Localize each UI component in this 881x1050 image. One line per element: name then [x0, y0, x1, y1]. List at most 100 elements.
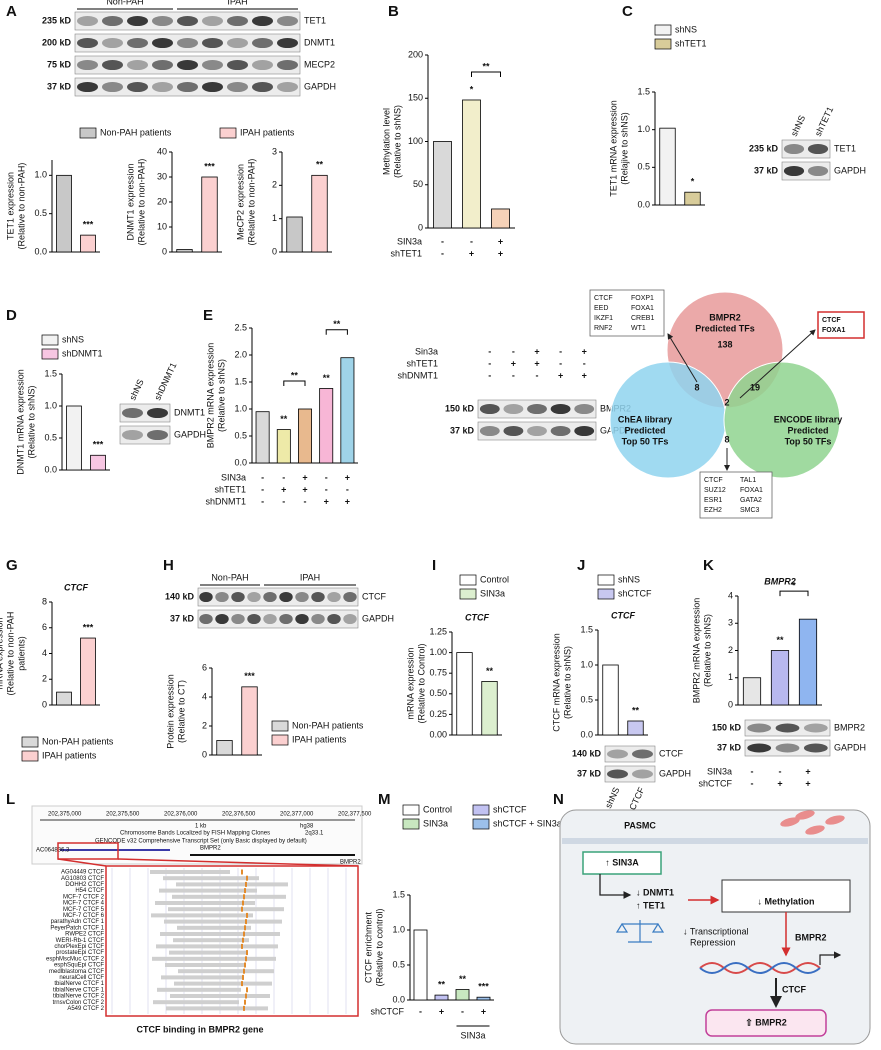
blot-band	[199, 613, 213, 625]
y-tick-label: 4	[728, 590, 733, 600]
legend-label: Non-PAH patients	[42, 736, 114, 746]
tf-name: FOXA1	[822, 327, 845, 334]
track-signal	[150, 870, 230, 874]
track-peak	[241, 943, 243, 949]
y-tick-label: 4	[42, 648, 47, 658]
blot-band	[102, 15, 123, 27]
track-peak	[245, 993, 247, 999]
blot-band	[311, 613, 325, 625]
venn-set-label: Predicted TFs	[695, 323, 755, 333]
legend-label: Non-PAH patients	[292, 720, 364, 730]
y-axis-label: (Relajive to shNS)	[619, 112, 629, 185]
y-tick-label: 0.0	[34, 246, 47, 256]
y-axis-label: (Relative to non-PAH)	[16, 163, 26, 250]
bar	[216, 740, 233, 756]
bar	[433, 141, 452, 229]
dna	[699, 962, 821, 974]
blot-band	[147, 407, 168, 419]
lane-label: shNS	[789, 114, 807, 138]
legend-swatch	[21, 750, 39, 762]
group-label: Non-PAH	[211, 572, 248, 582]
blot-band	[277, 59, 298, 71]
y-axis-label: (Relative to shNS)	[702, 614, 712, 687]
significance: **	[459, 974, 467, 984]
bar	[684, 191, 701, 206]
track-peak	[246, 950, 248, 956]
track-signal	[176, 882, 288, 887]
blot-band	[177, 59, 198, 71]
molecular-weight: 150 kD	[712, 722, 742, 732]
legend-label: shCTCF	[618, 588, 652, 598]
blot-band	[574, 425, 595, 437]
coordinate: 202,376,000	[164, 812, 198, 818]
y-axis-label: (Relative to shNS)	[392, 105, 402, 178]
gene-name: BMPR2	[340, 860, 361, 866]
legend-swatch	[654, 38, 672, 50]
blot-band	[177, 15, 198, 27]
molecular-weight: 75 kD	[47, 59, 72, 69]
blot-band	[279, 591, 293, 603]
balance	[615, 920, 665, 943]
track-peak	[241, 906, 243, 912]
track-signal	[157, 987, 241, 992]
bar	[80, 637, 96, 706]
bar	[241, 686, 258, 756]
y-tick-label: 1.0	[637, 124, 650, 134]
legend-label: shTET1	[675, 38, 707, 48]
bar	[462, 99, 481, 229]
blot-band	[202, 81, 223, 93]
track-signal	[159, 888, 257, 893]
track-label: tibialNerve CTCF 2	[53, 994, 105, 1000]
tf-name: CTCF	[594, 295, 613, 302]
panel-letter: N	[553, 791, 564, 808]
blot-band	[127, 37, 148, 49]
venn-count: 8	[694, 382, 699, 392]
significance: **	[316, 160, 324, 170]
blot-band	[202, 15, 223, 27]
blot-band	[252, 59, 273, 71]
molecular-weight: 200 kD	[42, 37, 72, 47]
browser-caption: CTCF binding in BMPR2 gene	[137, 1024, 264, 1034]
track-signal	[156, 944, 278, 949]
condition-name: shCTCF	[371, 1006, 405, 1016]
blot-band	[227, 37, 248, 49]
y-tick-label: 1.00	[429, 647, 447, 657]
legend-label: Control	[423, 804, 452, 814]
track-peak	[242, 974, 244, 980]
tf-name: CREB1	[631, 315, 654, 322]
bar	[413, 929, 428, 1001]
blot-band	[231, 613, 245, 625]
significance: ***	[83, 622, 94, 632]
blot-strip	[477, 421, 597, 441]
tf-name: SUZ12	[704, 487, 726, 494]
tet1: ↑ TET1	[636, 900, 665, 910]
y-tick-label: 50	[413, 179, 423, 189]
bar	[798, 618, 818, 706]
condition-value: -	[282, 496, 285, 506]
bar	[770, 650, 790, 706]
protein-label: DNMT1	[304, 37, 335, 47]
protein-label: DNMT1	[174, 407, 205, 417]
y-axis-label: (Relative to non-PAH)	[246, 159, 256, 246]
condition-value: -	[304, 496, 307, 506]
track-peak	[242, 900, 244, 906]
blot-band	[127, 81, 148, 93]
track-signal	[165, 963, 245, 967]
panel-letter: E	[203, 307, 213, 324]
significance: ***	[93, 440, 104, 450]
track-signal	[155, 901, 255, 905]
bar	[90, 454, 106, 471]
condition-value: -	[325, 484, 328, 494]
condition-name: shDNMT1	[205, 496, 246, 506]
molecular-weight: 235 kD	[42, 15, 72, 25]
track-signal	[153, 1000, 239, 1005]
venn-set-label: ChEA library	[618, 414, 672, 424]
condition-value: -	[261, 496, 264, 506]
y-tick-label: 0.5	[34, 208, 47, 218]
panel-letter: G	[6, 557, 18, 574]
tf-name: FOXP1	[631, 295, 654, 302]
track-label: DOHH2 CTCF	[65, 882, 104, 888]
y-axis-label: (Relative to non-PAH	[5, 612, 15, 696]
track-label: medlblastoma CTCF	[49, 969, 104, 975]
condition-value: +	[345, 496, 350, 506]
